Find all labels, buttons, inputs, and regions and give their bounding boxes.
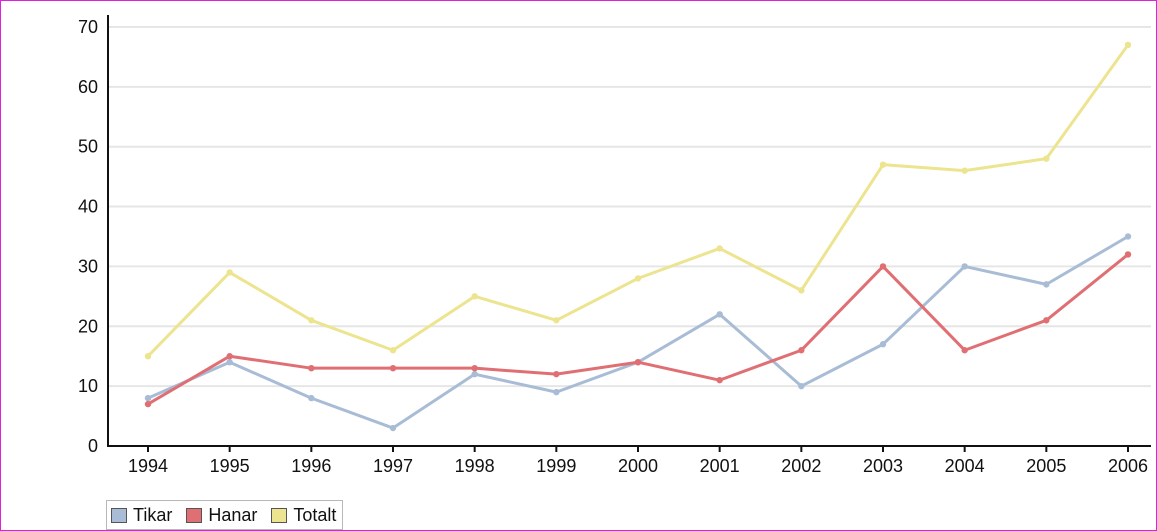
legend: Tikar Hanar Totalt (106, 500, 344, 530)
series-line-tikar (147, 235, 1129, 430)
x-tick-label-2006: 2006 (1108, 456, 1148, 476)
x-tick-label-1999: 1999 (536, 456, 576, 476)
data-point-totalt-1997 (389, 347, 397, 354)
data-point-tikar-1995 (226, 358, 233, 366)
data-point-hanar-2003 (879, 263, 887, 270)
y-tick-label-50: 50 (78, 137, 98, 157)
gridlines (108, 25, 1151, 388)
tick-labels: 0 10 20 30 40 50 60 70 1994 1995 1996 1997 1998 1999 2… (78, 17, 1148, 476)
data-point-hanar-1995 (226, 353, 233, 360)
data-point-hanar-2004 (961, 347, 968, 354)
y-tick-label-0: 0 (88, 436, 98, 456)
data-point-hanar-2006 (1124, 251, 1132, 258)
data-point-tikar-2001 (716, 311, 723, 318)
data-point-hanar-1997 (389, 364, 397, 372)
data-point-totalt-2004 (961, 167, 968, 174)
data-point-totalt-2001 (716, 245, 723, 252)
data-point-totalt-2005 (1043, 155, 1050, 162)
line-chart: 0 10 20 30 40 50 60 70 1994 1995 1996 1997 1998 1999 2… (78, 15, 1151, 476)
series-line-totalt (146, 44, 1130, 358)
y-tick-label-30: 30 (78, 256, 98, 276)
axes (107, 15, 1151, 452)
data-point-hanar-1999 (553, 370, 560, 378)
x-tick-label-2003: 2003 (863, 456, 903, 476)
data-point-tikar-1994 (144, 394, 152, 402)
data-point-tikar-1999 (553, 388, 560, 396)
y-tick-label-20: 20 (78, 316, 98, 336)
data-point-tikar-2005 (1043, 281, 1050, 288)
data-point-totalt-2000 (634, 275, 642, 282)
data-point-tikar-2002 (798, 382, 805, 390)
legend-swatch-hanar (186, 507, 203, 523)
legend-label-tikar: Tikar (133, 504, 173, 525)
data-point-hanar-1994 (144, 400, 152, 408)
data-point-tikar-2004 (961, 263, 968, 270)
data-point-hanar-2005 (1043, 317, 1050, 324)
data-point-tikar-1998 (471, 370, 478, 378)
data-point-hanar-2000 (634, 358, 642, 366)
x-tick-label-1994: 1994 (128, 456, 168, 476)
x-tick-label-2000: 2000 (618, 456, 658, 476)
legend-item-hanar: Hanar (186, 505, 257, 526)
legend-label-totalt: Totalt (293, 504, 337, 525)
x-tick-label-1997: 1997 (373, 456, 413, 476)
y-tick-label-70: 70 (78, 17, 98, 37)
x-tick-label-2004: 2004 (945, 456, 985, 476)
x-tick-label-2005: 2005 (1026, 456, 1066, 476)
x-tick-label-1996: 1996 (291, 456, 331, 476)
data-point-totalt-2003 (879, 161, 887, 168)
data-point-totalt-2006 (1124, 41, 1132, 49)
data-point-totalt-1995 (226, 269, 233, 276)
data-point-tikar-2003 (879, 341, 887, 348)
series-lines (144, 41, 1132, 432)
data-point-totalt-2002 (798, 287, 805, 294)
data-point-tikar-1996 (308, 394, 315, 402)
x-tick-label-1998: 1998 (455, 456, 495, 476)
legend-swatch-tikar (111, 507, 127, 523)
data-point-hanar-1998 (471, 364, 478, 372)
legend-item-tikar: Tikar (111, 505, 172, 526)
data-point-hanar-2001 (716, 376, 723, 384)
data-point-totalt-1994 (144, 353, 152, 360)
x-tick-label-2002: 2002 (781, 456, 821, 476)
data-point-totalt-1998 (471, 293, 478, 300)
y-tick-label-60: 60 (78, 77, 98, 97)
data-point-hanar-2002 (798, 347, 805, 354)
legend-label-hanar: Hanar (208, 504, 258, 525)
legend-item-totalt: Totalt (271, 505, 336, 526)
data-point-totalt-1999 (553, 317, 560, 324)
data-point-hanar-1996 (308, 364, 315, 372)
legend-swatch-totalt (271, 507, 288, 523)
data-point-tikar-2006 (1124, 233, 1132, 240)
data-point-totalt-1996 (308, 317, 315, 324)
y-tick-label-40: 40 (78, 197, 98, 217)
data-point-tikar-1997 (389, 424, 397, 432)
x-tick-label-1995: 1995 (210, 456, 250, 476)
y-tick-label-10: 10 (78, 376, 98, 396)
x-tick-label-2001: 2001 (700, 456, 740, 476)
